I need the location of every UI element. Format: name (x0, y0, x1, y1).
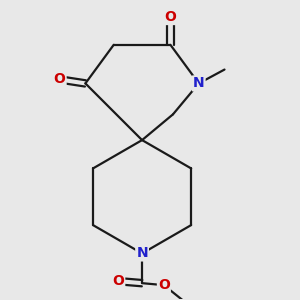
Text: N: N (193, 76, 205, 90)
Text: O: O (158, 278, 170, 292)
Text: N: N (136, 246, 148, 260)
Text: O: O (164, 10, 176, 24)
Text: O: O (112, 274, 124, 288)
Text: O: O (54, 73, 66, 86)
